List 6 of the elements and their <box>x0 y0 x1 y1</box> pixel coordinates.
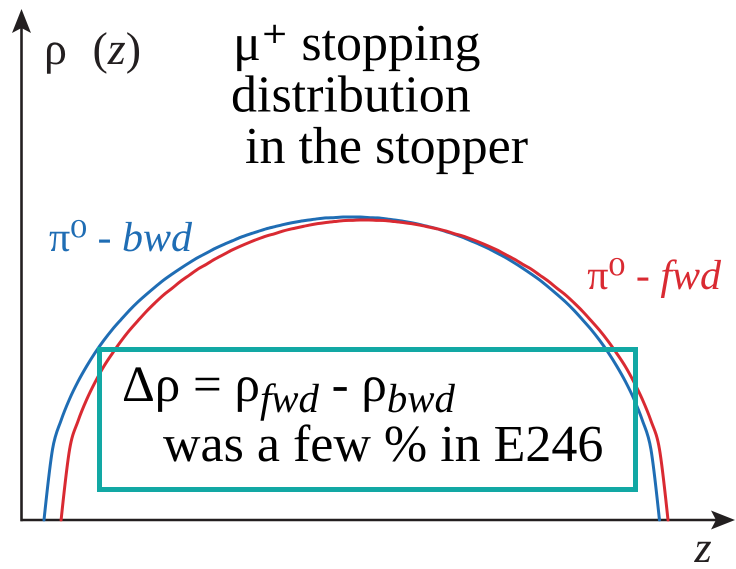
annotation: Δρ = ρ$_{fwd}$ - ρ$_{bwd}$ was a few % in E246 <box>122 357 604 473</box>
chart-title: μ⁺ stopping distribution in the stopper <box>231 15 528 175</box>
series-label: π⁰ - fwd <box>587 253 722 299</box>
y-axis-title: ρ (z) <box>44 23 142 74</box>
x-axis-title: z <box>693 523 712 569</box>
series-label: π⁰ - bwd <box>49 215 194 261</box>
